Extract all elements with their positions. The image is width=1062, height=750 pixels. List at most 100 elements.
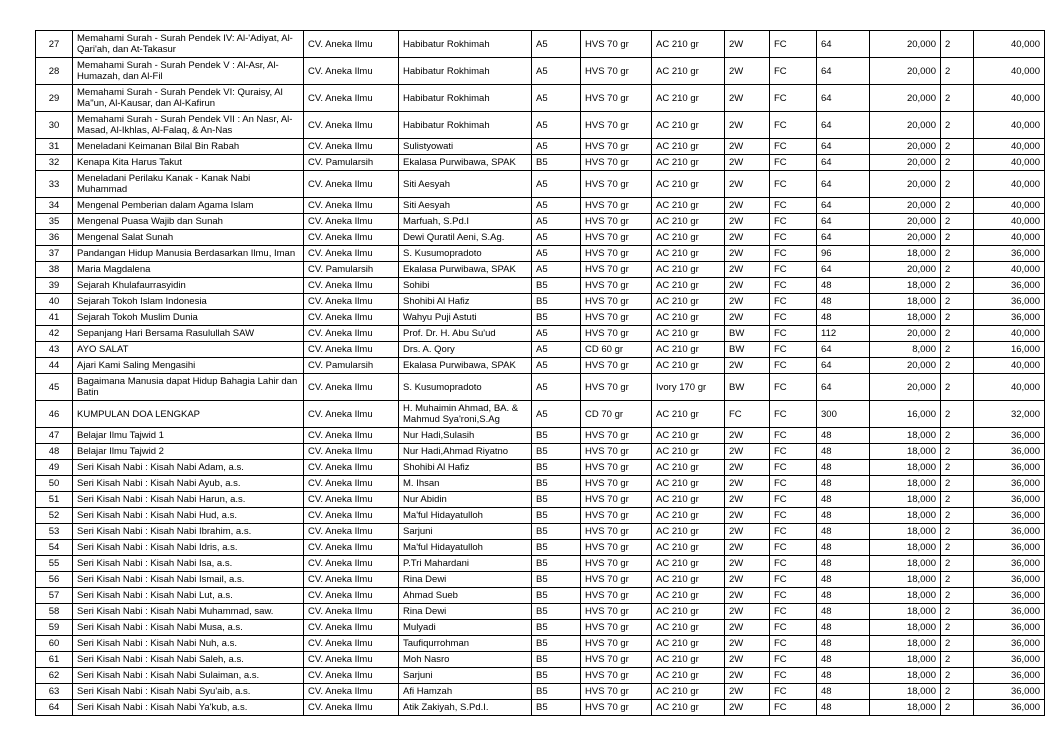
- cell-paper2: AC 210 gr: [652, 112, 725, 139]
- table-row: 54Seri Kisah Nabi : Kisah Nabi Idris, a.…: [36, 540, 1045, 556]
- cell-col4: FC: [770, 476, 817, 492]
- cell-no: 30: [36, 112, 73, 139]
- cell-paper2: AC 210 gr: [652, 294, 725, 310]
- cell-author: M. Ihsan: [399, 476, 532, 492]
- cell-price: 18,000: [870, 684, 941, 700]
- cell-col3: 2W: [725, 171, 770, 198]
- cell-no: 49: [36, 460, 73, 476]
- cell-publisher: CV. Aneka Ilmu: [304, 58, 399, 85]
- cell-publisher: CV. Aneka Ilmu: [304, 85, 399, 112]
- table-row: 30Memahami Surah - Surah Pendek VII : An…: [36, 112, 1045, 139]
- cell-total: 40,000: [974, 31, 1045, 58]
- cell-qty: 2: [941, 588, 974, 604]
- cell-publisher: CV. Aneka Ilmu: [304, 636, 399, 652]
- cell-col4: FC: [770, 85, 817, 112]
- cell-qty: 2: [941, 636, 974, 652]
- cell-no: 37: [36, 246, 73, 262]
- cell-author: Shohibi Al Hafiz: [399, 460, 532, 476]
- cell-format: A5: [532, 262, 581, 278]
- cell-col3: 2W: [725, 604, 770, 620]
- cell-qty: 2: [941, 58, 974, 85]
- cell-col4: FC: [770, 652, 817, 668]
- cell-no: 60: [36, 636, 73, 652]
- cell-publisher: CV. Aneka Ilmu: [304, 668, 399, 684]
- cell-qty: 2: [941, 214, 974, 230]
- table-row: 33Meneladani Perilaku Kanak - Kanak Nabi…: [36, 171, 1045, 198]
- cell-pages: 48: [817, 636, 870, 652]
- cell-format: A5: [532, 246, 581, 262]
- cell-no: 46: [36, 401, 73, 428]
- cell-publisher: CV. Aneka Ilmu: [304, 588, 399, 604]
- cell-col3: 2W: [725, 700, 770, 716]
- cell-price: 18,000: [870, 460, 941, 476]
- cell-total: 36,000: [974, 620, 1045, 636]
- cell-title: Memahami Surah - Surah Pendek VII : An N…: [73, 112, 304, 139]
- cell-pages: 64: [817, 58, 870, 85]
- cell-total: 36,000: [974, 294, 1045, 310]
- cell-total: 36,000: [974, 668, 1045, 684]
- cell-paper1: HVS 70 gr: [581, 31, 652, 58]
- cell-paper2: AC 210 gr: [652, 604, 725, 620]
- cell-col3: 2W: [725, 246, 770, 262]
- cell-title: Bagaimana Manusia dapat Hidup Bahagia La…: [73, 374, 304, 401]
- table-row: 29Memahami Surah - Surah Pendek VI: Qura…: [36, 85, 1045, 112]
- cell-price: 18,000: [870, 700, 941, 716]
- cell-title: Seri Kisah Nabi : Kisah Nabi Harun, a.s.: [73, 492, 304, 508]
- cell-no: 59: [36, 620, 73, 636]
- cell-paper2: AC 210 gr: [652, 262, 725, 278]
- cell-no: 58: [36, 604, 73, 620]
- table-row: 38Maria MagdalenaCV. PamularsihEkalasa P…: [36, 262, 1045, 278]
- cell-total: 36,000: [974, 684, 1045, 700]
- cell-price: 20,000: [870, 326, 941, 342]
- table-row: 40Sejarah Tokoh Islam IndonesiaCV. Aneka…: [36, 294, 1045, 310]
- cell-paper2: Ivory 170 gr: [652, 374, 725, 401]
- cell-pages: 48: [817, 668, 870, 684]
- cell-publisher: CV. Aneka Ilmu: [304, 684, 399, 700]
- cell-paper2: AC 210 gr: [652, 444, 725, 460]
- cell-format: A5: [532, 85, 581, 112]
- cell-paper2: AC 210 gr: [652, 310, 725, 326]
- cell-qty: 2: [941, 492, 974, 508]
- cell-col3: 2W: [725, 31, 770, 58]
- cell-format: A5: [532, 374, 581, 401]
- cell-paper2: AC 210 gr: [652, 700, 725, 716]
- cell-qty: 2: [941, 278, 974, 294]
- cell-pages: 48: [817, 524, 870, 540]
- cell-col4: FC: [770, 246, 817, 262]
- cell-price: 18,000: [870, 540, 941, 556]
- cell-total: 36,000: [974, 492, 1045, 508]
- cell-col3: 2W: [725, 294, 770, 310]
- table-row: 63Seri Kisah Nabi : Kisah Nabi Syu'aib, …: [36, 684, 1045, 700]
- cell-total: 36,000: [974, 428, 1045, 444]
- cell-col4: FC: [770, 604, 817, 620]
- cell-author: Afi Hamzah: [399, 684, 532, 700]
- cell-format: B5: [532, 155, 581, 171]
- cell-price: 20,000: [870, 374, 941, 401]
- cell-qty: 2: [941, 604, 974, 620]
- cell-title: Memahami Surah - Surah Pendek VI: Qurais…: [73, 85, 304, 112]
- cell-paper1: HVS 70 gr: [581, 214, 652, 230]
- cell-col4: FC: [770, 444, 817, 460]
- cell-paper1: HVS 70 gr: [581, 171, 652, 198]
- cell-publisher: CV. Aneka Ilmu: [304, 524, 399, 540]
- cell-title: Memahami Surah - Surah Pendek V : Al-Asr…: [73, 58, 304, 85]
- cell-author: Drs. A. Qory: [399, 342, 532, 358]
- cell-pages: 48: [817, 492, 870, 508]
- cell-paper1: HVS 70 gr: [581, 155, 652, 171]
- table-row: 34Mengenal Pemberian dalam Agama IslamCV…: [36, 198, 1045, 214]
- cell-col4: FC: [770, 171, 817, 198]
- cell-title: AYO SALAT: [73, 342, 304, 358]
- table-row: 50Seri Kisah Nabi : Kisah Nabi Ayub, a.s…: [36, 476, 1045, 492]
- cell-paper2: AC 210 gr: [652, 171, 725, 198]
- cell-paper2: AC 210 gr: [652, 668, 725, 684]
- cell-author: Habibatur Rokhimah: [399, 31, 532, 58]
- table-row: 60Seri Kisah Nabi : Kisah Nabi Nuh, a.s.…: [36, 636, 1045, 652]
- cell-pages: 48: [817, 310, 870, 326]
- cell-no: 33: [36, 171, 73, 198]
- cell-col3: 2W: [725, 310, 770, 326]
- cell-price: 20,000: [870, 31, 941, 58]
- cell-total: 36,000: [974, 460, 1045, 476]
- cell-col3: 2W: [725, 262, 770, 278]
- cell-publisher: CV. Pamularsih: [304, 358, 399, 374]
- cell-no: 63: [36, 684, 73, 700]
